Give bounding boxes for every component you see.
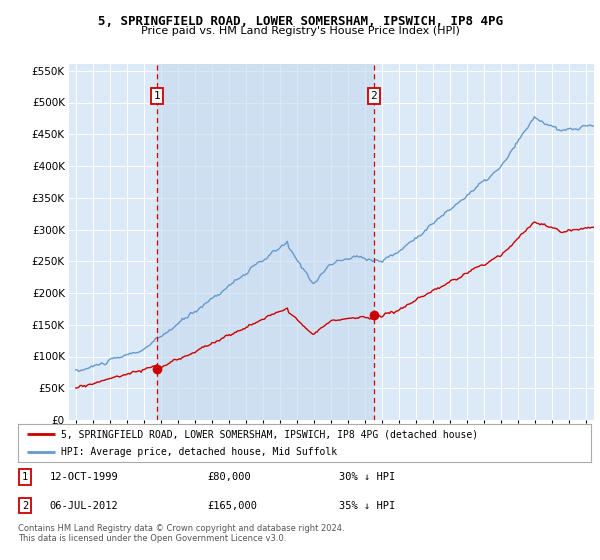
Text: 12-OCT-1999: 12-OCT-1999	[50, 472, 118, 482]
Text: 06-JUL-2012: 06-JUL-2012	[50, 501, 118, 511]
Text: 5, SPRINGFIELD ROAD, LOWER SOMERSHAM, IPSWICH, IP8 4PG: 5, SPRINGFIELD ROAD, LOWER SOMERSHAM, IP…	[97, 15, 503, 28]
Text: Price paid vs. HM Land Registry's House Price Index (HPI): Price paid vs. HM Land Registry's House …	[140, 26, 460, 36]
Text: 35% ↓ HPI: 35% ↓ HPI	[339, 501, 395, 511]
Text: Contains HM Land Registry data © Crown copyright and database right 2024.
This d: Contains HM Land Registry data © Crown c…	[18, 524, 344, 543]
Text: 2: 2	[22, 501, 28, 511]
Text: £165,000: £165,000	[207, 501, 257, 511]
Bar	[157, 64, 374, 420]
Text: HPI: Average price, detached house, Mid Suffolk: HPI: Average price, detached house, Mid …	[61, 447, 337, 457]
Text: £80,000: £80,000	[207, 472, 251, 482]
Text: 2: 2	[370, 91, 377, 101]
Text: 1: 1	[22, 472, 28, 482]
Text: 5, SPRINGFIELD ROAD, LOWER SOMERSHAM, IPSWICH, IP8 4PG (detached house): 5, SPRINGFIELD ROAD, LOWER SOMERSHAM, IP…	[61, 429, 478, 439]
Text: 30% ↓ HPI: 30% ↓ HPI	[339, 472, 395, 482]
Text: 1: 1	[154, 91, 161, 101]
